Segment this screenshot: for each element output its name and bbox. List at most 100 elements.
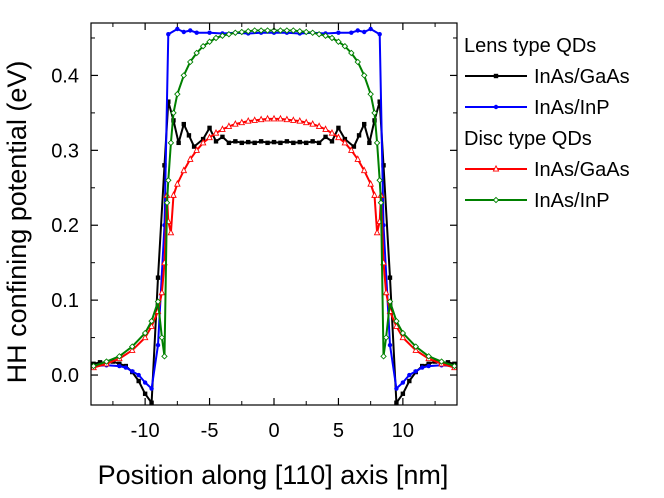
- series-4-point: [412, 343, 419, 350]
- series-3-point: [277, 114, 284, 122]
- series-3-point: [199, 138, 207, 146]
- series-4-point: [302, 28, 310, 36]
- series-3-point: [315, 122, 323, 129]
- series-4-point: [376, 177, 383, 184]
- series-1-point: [181, 121, 186, 127]
- series-3-point: [412, 346, 420, 353]
- series-4-point: [91, 362, 97, 370]
- series-4-point: [328, 34, 336, 42]
- series-4-point: [193, 49, 200, 57]
- series-4-point: [180, 72, 188, 79]
- series-1-point: [278, 140, 283, 146]
- series-3-point: [193, 146, 201, 153]
- series-1-point: [233, 139, 238, 144]
- series-1-point: [367, 140, 372, 146]
- series-2-point: [194, 30, 199, 35]
- y-tick-label: 0.3: [51, 140, 79, 162]
- series-3-point: [251, 116, 258, 123]
- series-2-point: [142, 380, 148, 385]
- series-3-point: [264, 114, 271, 122]
- series-2-point: [166, 32, 171, 37]
- series-4-point: [212, 34, 220, 42]
- series-4-point: [154, 298, 162, 305]
- series-1-point: [356, 133, 362, 138]
- series-3-point: [283, 115, 291, 123]
- series-2-point: [420, 365, 425, 370]
- series-2-point: [368, 26, 373, 32]
- series-1-point: [226, 140, 232, 146]
- series-3-point: [354, 155, 362, 162]
- series-3-point: [399, 333, 407, 341]
- series-1-point: [252, 140, 257, 146]
- series-3-point: [322, 125, 329, 132]
- series-4-point: [199, 42, 207, 50]
- series-3-point: [382, 288, 390, 296]
- series-1-point: [142, 391, 148, 396]
- series-1-point: [377, 99, 382, 104]
- series-4-point: [158, 334, 166, 341]
- legend-marker: [493, 73, 499, 79]
- series-4-point: [232, 29, 239, 36]
- series-4-point: [315, 30, 323, 38]
- series-4-point: [167, 139, 175, 147]
- series-4-point: [270, 27, 278, 34]
- series-2-point: [130, 369, 135, 374]
- series-2-point: [149, 386, 154, 391]
- series-3-point: [232, 120, 239, 127]
- series-3-point: [328, 128, 336, 136]
- series-4-point: [322, 32, 329, 39]
- y-tick-label: 0.2: [51, 215, 79, 237]
- series-1-point: [362, 121, 367, 127]
- series-1-point: [426, 361, 431, 367]
- series-3-point: [141, 333, 149, 341]
- series-1-point: [445, 360, 451, 365]
- series-1-point: [265, 140, 270, 146]
- series-3-point: [238, 118, 246, 126]
- series-1-point: [297, 139, 302, 145]
- series-4-point: [174, 90, 181, 98]
- series-1-point: [381, 163, 386, 168]
- series-4-point: [371, 109, 378, 117]
- series-3-point: [212, 128, 220, 136]
- series-1-point: [176, 140, 181, 146]
- series-4-point: [206, 38, 213, 45]
- series-3-point: [296, 117, 304, 124]
- series-2-point: [355, 28, 360, 33]
- plot-area: [91, 26, 457, 405]
- plot-layer: [91, 26, 457, 405]
- legend-label: InAs/InP: [534, 190, 610, 212]
- series-1-point: [166, 99, 171, 104]
- series-3-point: [219, 125, 226, 132]
- series-4-point: [341, 42, 349, 50]
- series-4-point: [425, 353, 432, 360]
- series-4-point: [335, 38, 342, 45]
- series-3-point: [186, 155, 194, 162]
- series-3-point: [270, 114, 278, 122]
- series-1-point: [394, 400, 399, 405]
- series-3-point: [309, 120, 316, 127]
- series-4-point: [244, 28, 252, 35]
- series-1-point: [310, 139, 315, 144]
- series-4-point: [348, 49, 355, 57]
- series-4-point: [225, 30, 233, 38]
- series-3-point: [206, 133, 213, 141]
- series-3-point: [180, 166, 188, 174]
- series-1-point: [400, 391, 406, 396]
- series-2-point: [175, 26, 180, 32]
- series-4-point: [283, 27, 291, 34]
- series-1-point: [284, 139, 290, 144]
- series-3-point: [167, 228, 175, 236]
- y-tick-label: 0.4: [51, 65, 79, 87]
- series-1-point: [271, 139, 277, 145]
- x-tick-label: 0: [268, 420, 279, 442]
- series-1-point: [220, 134, 225, 140]
- axes-layer: -10 -5 0 5 10 0.0 0.1 0.2 0.3 0.4: [51, 22, 458, 442]
- series-2-point: [407, 372, 412, 378]
- series-4-point: [290, 27, 297, 34]
- legend-group-title: Lens type QDs: [464, 35, 596, 57]
- x-tick-label: -5: [201, 420, 219, 442]
- series-1-point: [336, 125, 341, 131]
- series-4-point: [165, 177, 172, 184]
- series-4-point: [451, 362, 457, 370]
